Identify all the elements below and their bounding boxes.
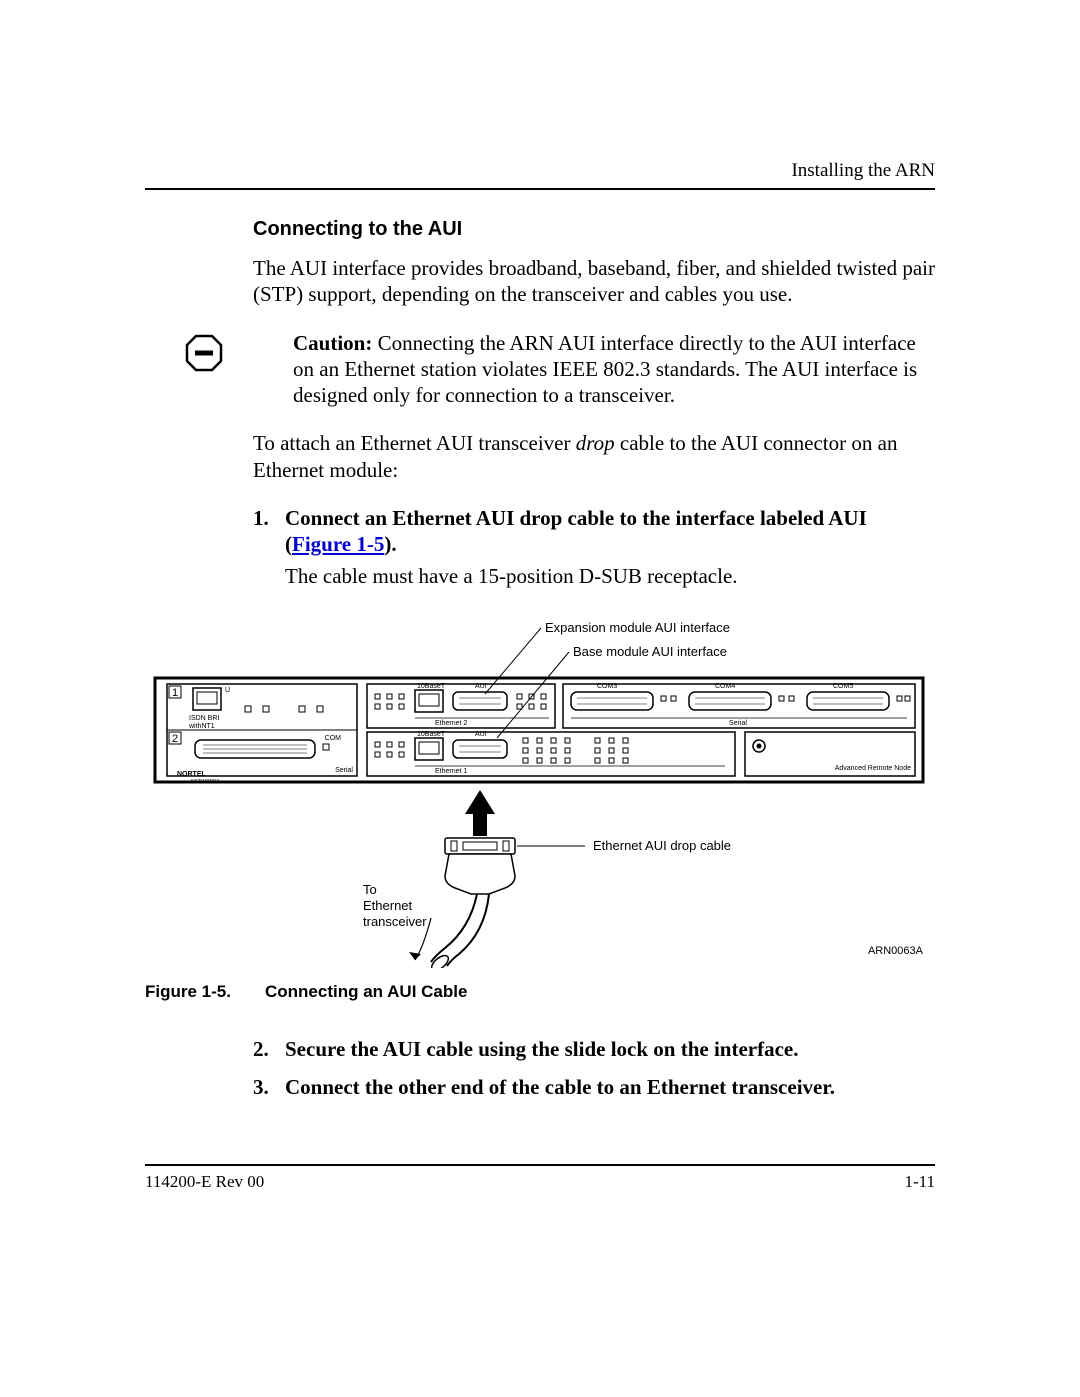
step-2-number: 2. <box>253 1037 285 1062</box>
caution-label: Caution: <box>293 331 372 355</box>
callout-expansion: Expansion module AUI interface <box>545 620 730 635</box>
lead-drop: drop <box>576 431 615 455</box>
step-1-tail: ). <box>384 532 396 556</box>
paragraph-intro: The AUI interface provides broadband, ba… <box>253 255 935 308</box>
com3-label: COM3 <box>597 683 617 690</box>
footer-left: 114200-E Rev 00 <box>145 1172 264 1192</box>
step-1-followup: The cable must have a 15-position D-SUB … <box>285 563 935 589</box>
top-rule <box>145 188 935 190</box>
figure-code: ARN0063A <box>868 945 924 957</box>
com4-label: COM4 <box>715 683 735 690</box>
figure-link[interactable]: Figure 1-5 <box>292 532 384 556</box>
slot1-num: 1 <box>172 687 178 699</box>
step-list: 1. Connect an Ethernet AUI drop cable to… <box>253 505 935 614</box>
step-2: 2. Secure the AUI cable using the slide … <box>285 1036 935 1062</box>
step-1-number: 1. <box>253 506 285 531</box>
withnt-label: withNT1 <box>188 723 215 730</box>
step-2-head: Secure the AUI cable using the slide loc… <box>285 1036 799 1062</box>
arn-label: Advanced Remote Node <box>835 765 911 772</box>
com5-label: COM5 <box>833 683 853 690</box>
toeth2: Ethernet <box>363 898 413 913</box>
slot2-num: 2 <box>172 733 178 745</box>
step-3: 3. Connect the other end of the cable to… <box>285 1074 935 1100</box>
aui-top: AUI <box>475 683 487 690</box>
step-1-body: Connect an Ethernet AUI drop cable to th… <box>285 505 935 614</box>
com-label: COM <box>325 735 342 742</box>
serial2-label: Serial <box>729 720 747 727</box>
diagram-wrap: Expansion module AUI interface Base modu… <box>145 618 933 968</box>
brand-nortel: NORTEL <box>177 771 207 778</box>
isdn-label: ISDN BRI <box>189 715 219 722</box>
step-1: 1. Connect an Ethernet AUI drop cable to… <box>285 505 935 614</box>
page: Installing the ARN Connecting to the AUI… <box>0 0 1080 1292</box>
tenbase-bot: 10BaseT <box>417 731 446 738</box>
running-header: Installing the ARN <box>145 160 935 182</box>
caution-icon <box>185 334 223 372</box>
caution-body: Connecting the ARN AUI interface directl… <box>293 331 917 408</box>
toeth1: To <box>363 882 377 897</box>
eth1-label: Ethernet 1 <box>435 768 467 775</box>
eth2-label: Ethernet 2 <box>435 720 467 727</box>
diagram: Expansion module AUI interface Base modu… <box>145 618 933 968</box>
tenbase-top: 10BaseT <box>417 683 446 690</box>
figure-caption-text: Connecting an AUI Cable <box>265 982 467 1001</box>
aui-bot: AUI <box>475 731 487 738</box>
step-3-head: Connect the other end of the cable to an… <box>285 1074 835 1100</box>
caution-text: Caution: Connecting the ARN AUI interfac… <box>293 330 935 409</box>
toeth3: transceiver <box>363 914 427 929</box>
serial1-label: Serial <box>335 767 353 774</box>
figure-caption-label: Figure 1-5. <box>145 982 265 1002</box>
figure-block: Expansion module AUI interface Base modu… <box>253 618 935 1101</box>
u-label: U <box>225 687 230 694</box>
lead-a: To attach an Ethernet AUI transceiver <box>253 431 576 455</box>
paragraph-lead: To attach an Ethernet AUI transceiver dr… <box>253 430 935 483</box>
bottom-rule <box>145 1164 935 1166</box>
brand-networks: NETWORKS <box>191 779 221 785</box>
step-list-2: 2. Secure the AUI cable using the slide … <box>253 1036 935 1101</box>
caution-icon-cell <box>145 330 293 372</box>
footer: 114200-E Rev 00 1-11 <box>145 1172 935 1192</box>
figure-caption: Figure 1-5.Connecting an AUI Cable <box>145 982 935 1002</box>
step-3-number: 3. <box>253 1075 285 1100</box>
section-heading: Connecting to the AUI <box>253 218 935 241</box>
caution-block: Caution: Connecting the ARN AUI interfac… <box>145 330 935 409</box>
callout-base: Base module AUI interface <box>573 644 727 659</box>
callout-drop: Ethernet AUI drop cable <box>593 838 731 853</box>
content-column: Connecting to the AUI The AUI interface … <box>253 218 935 614</box>
footer-right: 1-11 <box>904 1172 935 1192</box>
cable-connector <box>429 838 515 968</box>
